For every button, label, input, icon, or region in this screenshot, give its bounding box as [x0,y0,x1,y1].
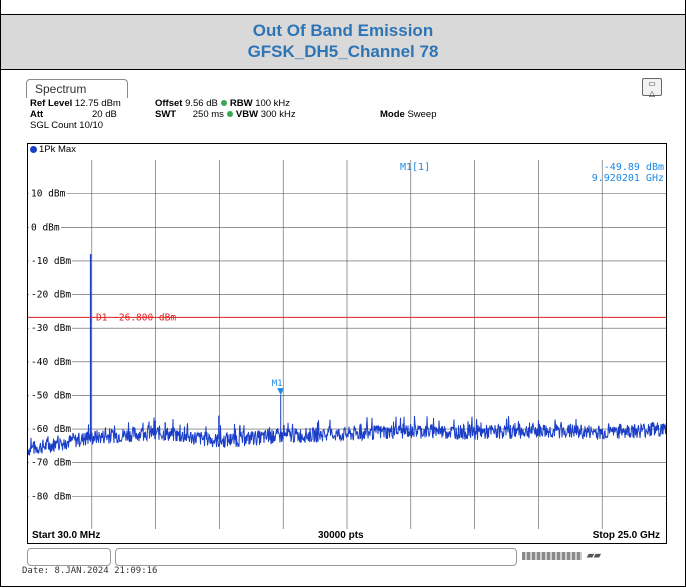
ref-level-label: Ref Level [30,98,73,109]
y-tick-label-2: -10 dBm [31,256,71,267]
att-value: 20 dB [92,109,117,120]
report-header: Out Of Band Emission GFSK_DH5_Channel 78 [0,15,686,70]
att-group: Att [30,109,43,120]
coupled-indicator-icon [220,100,227,107]
y-tick-bg-5 [29,355,73,367]
swt-label: SWT [155,109,177,120]
display-line-label: D1 -26.800 dBm [96,312,176,323]
y-tick-label-8: -70 dBm [31,458,71,469]
y-tick-label-3: -20 dBm [31,290,71,301]
instrument-logo-icon: ▰▰ [587,550,601,560]
mode-value: Sweep [407,109,437,120]
y-tick-bg-4 [29,322,73,334]
offset-value: 9.56 dB [185,98,218,109]
y-tick-bg-6 [29,389,73,401]
sgl-count: SGL Count 10/10 [30,120,104,131]
y-tick-bg-0 [29,187,67,199]
offset-label: Offset [155,98,183,109]
tab-spectrum[interactable]: Spectrum [26,79,128,98]
marker-m1-triangle [277,388,285,396]
y-tick-label-7: -60 dBm [31,424,71,435]
marker-readout-name: M1[1] [400,162,430,173]
swt-group: SWT 250 ms VBW 300 kHz [155,109,296,120]
start-frequency: Start 30.0 MHz [32,530,101,541]
status-field-left[interactable] [27,548,111,566]
y-tick-label-5: -40 dBm [31,357,71,368]
y-tick-bg-7 [29,423,73,435]
stop-frequency: Stop 25.0 GHz [592,530,660,541]
settings-row-1: Ref Level 12.75 dBm [30,98,121,109]
y-tick-label-4: -30 dBm [31,323,71,334]
rbw-label: RBW [229,98,253,109]
y-tick-label-0: 10 dBm [31,189,66,200]
report-subtitle: GFSK_DH5_Channel 78 [247,42,439,61]
y-tick-bg-8 [29,456,73,468]
vbw-label: VBW [235,109,259,120]
rbw-value: 100 kHz [255,98,291,109]
report-table-top-row [0,0,686,15]
vbw-value: 300 kHz [260,109,296,120]
report-title: Out Of Band Emission [252,21,434,40]
spectrum-plot[interactable]: 1Pk Max 10 dBm 0 dBm -10 dBm -20 dBm -30 dBm… [27,143,667,531]
window-toggle-icon[interactable]: ▭ △ [642,78,662,98]
marker-readout-level: -49.89 dBm [604,162,664,173]
y-tick-label-6: -50 dBm [31,390,71,401]
capture-date: Date: 8.JAN.2024 21:09:16 [22,566,158,576]
sweep-info-bar: Start 30.0 MHz 30000 pts Stop 25.0 GHz [27,529,667,544]
att-label: Att [30,109,44,120]
status-field-message[interactable] [115,548,517,566]
y-tick-bg-1 [29,221,61,233]
mode-group: Mode Sweep [380,109,437,120]
marker-m1-label: M1 [272,379,283,389]
trace-line [28,415,666,456]
coupled-indicator-icon [226,111,233,118]
ref-level-value: 12.75 dBm [74,98,121,109]
sweep-points: 30000 pts [318,530,364,541]
spectrum-analyzer-screenshot: Spectrum ▭ △ Ref Level 12.75 dBm Offset 9… [18,74,668,568]
status-bar: ▰▰ [27,548,667,566]
spectrum-chart: 10 dBm 0 dBm -10 dBm -20 dBm -30 dBm -40 dBm -… [28,160,666,530]
trace-label: 1Pk Max [39,144,76,155]
swt-value: 250 ms [192,109,224,120]
offset-group: Offset 9.56 dB RBW 100 kHz [155,98,290,109]
trace-legend: 1Pk Max [30,144,76,155]
y-tick-bg-3 [29,288,73,300]
y-tick-label-9: -80 dBm [31,491,71,502]
y-tick-bg-9 [29,490,73,502]
tab-spectrum-label: Spectrum [35,82,87,96]
mode-label: Mode [380,109,405,120]
marker-readout-freq: 9.920201 GHz [592,173,664,184]
y-tick-label-1: 0 dBm [31,222,60,233]
y-tick-bg-2 [29,254,73,266]
trace-indicator-icon [30,145,37,153]
progress-meter [522,552,582,560]
